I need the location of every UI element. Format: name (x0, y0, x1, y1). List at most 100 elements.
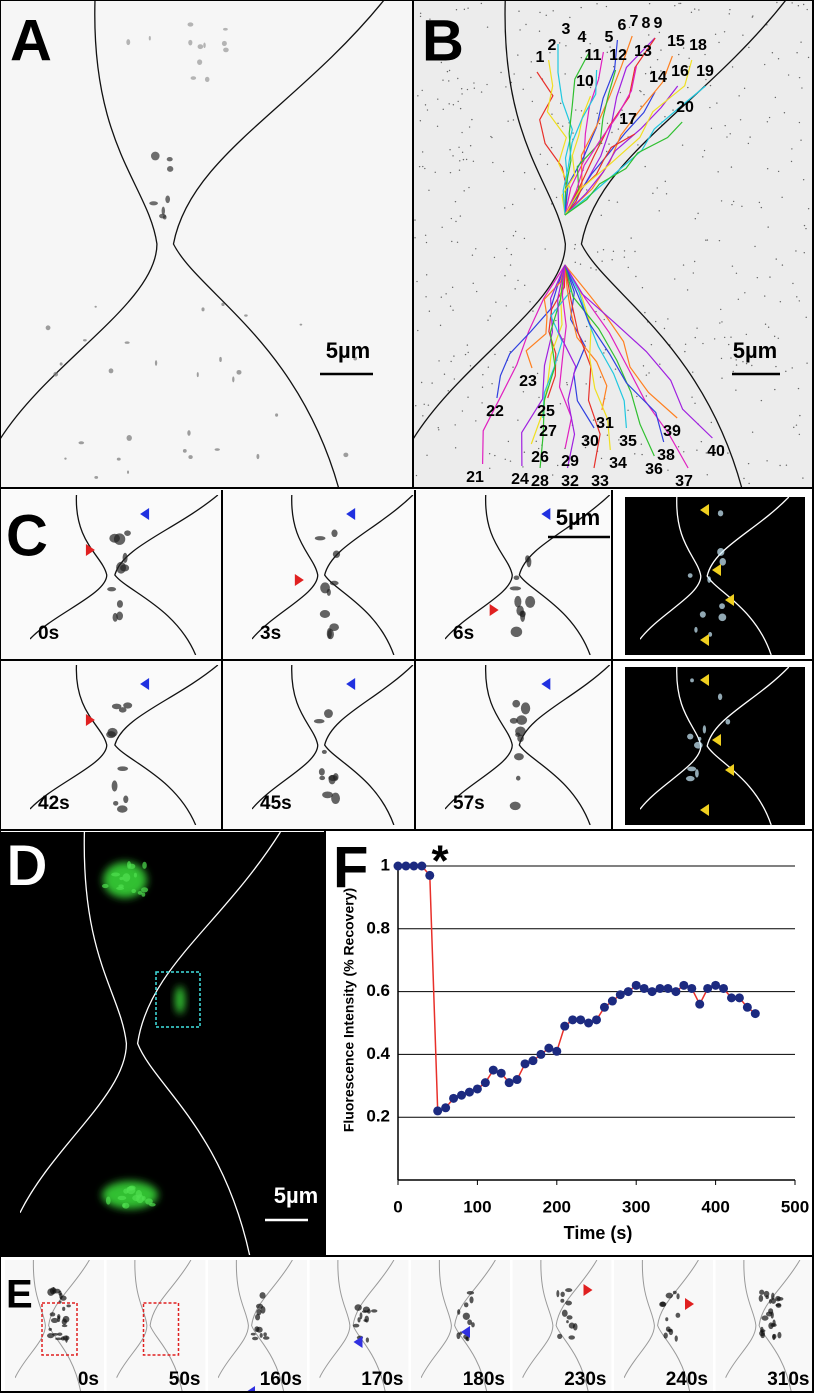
vesicle (165, 195, 170, 203)
vesicle (371, 1309, 378, 1312)
noise (748, 463, 749, 464)
track-label: 16 (671, 63, 689, 80)
track-label: 23 (519, 373, 537, 390)
vesicle (125, 341, 130, 344)
noise (470, 145, 471, 146)
noise (443, 109, 444, 110)
noise (513, 119, 514, 120)
noise (684, 351, 685, 352)
noise (683, 264, 684, 265)
annotation: * (431, 837, 449, 886)
vesicle (259, 1292, 265, 1299)
frame-label: 180s (463, 1369, 505, 1390)
data-point (735, 993, 744, 1002)
vesicle (149, 1203, 156, 1207)
noise (705, 239, 706, 240)
noise (503, 171, 504, 172)
noise (666, 193, 667, 194)
vesicle (123, 702, 132, 708)
vesicle (188, 455, 192, 459)
noise (415, 405, 416, 406)
noise (429, 311, 430, 312)
noise (596, 3, 597, 4)
noise (752, 16, 753, 17)
data-point (497, 1069, 506, 1078)
data-point (528, 1056, 537, 1065)
noise (806, 362, 807, 363)
data-point (679, 981, 688, 990)
data-point (473, 1084, 482, 1093)
track-label: 15 (667, 33, 685, 50)
noise (730, 357, 731, 358)
vesicle (516, 715, 527, 725)
noise (780, 301, 781, 302)
track-label: 19 (696, 63, 714, 80)
noise (537, 373, 538, 374)
vesicle (665, 1317, 668, 1321)
noise (648, 372, 649, 373)
y-axis-label: Fluorescence Intensity (% Recovery) (341, 888, 357, 1132)
noise (748, 483, 749, 484)
noise (424, 168, 425, 169)
noise (422, 166, 423, 167)
noise (426, 242, 427, 243)
noise (593, 419, 594, 420)
noise (486, 84, 487, 85)
noise (720, 309, 721, 310)
noise (620, 92, 621, 93)
data-point (409, 862, 418, 871)
noise (736, 273, 737, 274)
vesicle (687, 767, 696, 772)
vesicle (236, 370, 241, 375)
panel-label: E (6, 1273, 33, 1317)
noise (674, 278, 675, 279)
vesicle (256, 1304, 263, 1309)
vesicle (327, 589, 331, 596)
x-tick-label: 500 (781, 1197, 809, 1216)
noise (791, 148, 792, 149)
noise (719, 322, 720, 323)
noise (468, 187, 469, 188)
track-label: 22 (486, 403, 504, 420)
vesicle (116, 562, 126, 574)
vesicle (726, 719, 731, 725)
noise (491, 383, 492, 384)
noise (504, 275, 505, 276)
noise (590, 267, 591, 268)
vesicle (694, 742, 703, 749)
noise (524, 172, 525, 173)
noise (735, 389, 736, 390)
vesicle (149, 201, 158, 205)
vesicle (510, 718, 518, 724)
noise (644, 166, 645, 167)
noise (792, 367, 793, 368)
vesicle (232, 376, 234, 382)
noise (515, 231, 516, 232)
data-point (703, 984, 712, 993)
noise (445, 293, 446, 294)
noise (562, 126, 563, 127)
noise (741, 206, 742, 207)
noise (468, 352, 469, 353)
noise (489, 453, 490, 454)
y-tick-label: 0.4 (366, 1044, 390, 1063)
vesicle (116, 887, 124, 890)
noise (803, 4, 804, 5)
vesicle (760, 1329, 765, 1332)
noise (435, 172, 436, 173)
noise (778, 58, 779, 59)
noise (799, 434, 800, 435)
noise (759, 202, 760, 203)
frame-label: 230s (564, 1369, 606, 1390)
noise (476, 291, 477, 292)
noise (733, 371, 734, 372)
noise (634, 251, 635, 252)
vesicle (203, 42, 205, 48)
scale-bar-label: 5µm (274, 1183, 318, 1208)
vesicle (58, 1291, 61, 1296)
noise (467, 344, 468, 345)
data-point (711, 981, 720, 990)
noise (589, 43, 590, 44)
noise (606, 6, 607, 7)
noise (796, 424, 797, 425)
